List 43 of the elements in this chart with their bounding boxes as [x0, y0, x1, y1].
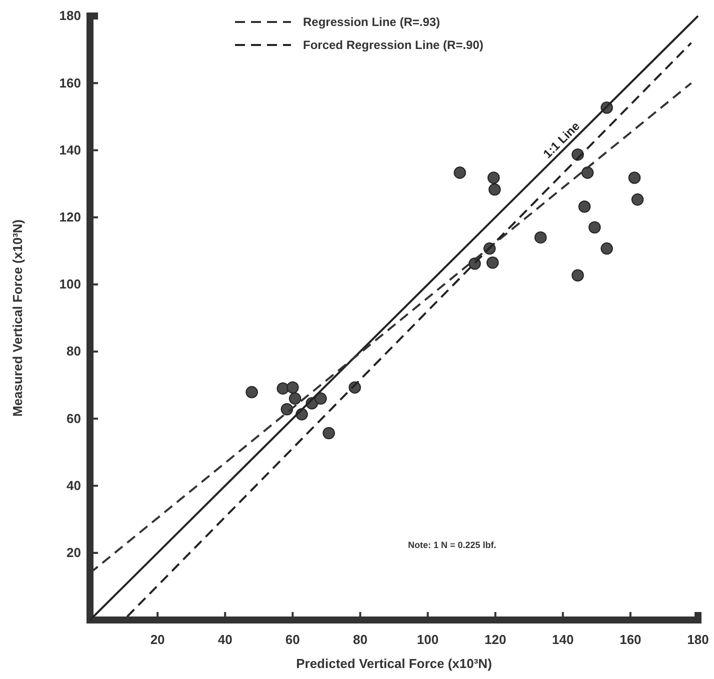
- point: [280, 403, 294, 416]
- y-tick-label: 40: [66, 478, 81, 493]
- text: 1:1 Line: [540, 118, 583, 161]
- point: [314, 392, 327, 405]
- point: [488, 172, 500, 184]
- x-tick-label: 140: [552, 632, 574, 647]
- point: [534, 231, 547, 244]
- x-axis-title: Predicted Vertical Force (x10³N): [296, 656, 492, 671]
- point: [628, 172, 641, 184]
- point: [486, 256, 499, 269]
- x-tick-label: 100: [416, 632, 439, 647]
- legend-label: Forced Regression Line (R=.90): [303, 38, 484, 52]
- y-tick-label: 20: [66, 545, 81, 560]
- point: [572, 269, 584, 282]
- point: [454, 166, 466, 179]
- point: [600, 242, 613, 255]
- point: [631, 193, 644, 206]
- y-tick-label: 120: [59, 209, 81, 224]
- y-tick-label: 60: [66, 410, 81, 426]
- x-tick-label: 120: [484, 632, 506, 647]
- point: [578, 200, 591, 213]
- y-tick-label: 80: [66, 344, 81, 359]
- x-tick-label: 180: [687, 632, 709, 647]
- x-tick-label: 20: [150, 632, 165, 647]
- point: [246, 386, 258, 398]
- legend-label: Regression Line (R=.93): [303, 15, 440, 29]
- x-tick-label: 40: [218, 632, 232, 647]
- point: [322, 426, 335, 440]
- y-tick-label: 160: [59, 75, 81, 90]
- point: [488, 183, 501, 196]
- y-tick-label: 140: [59, 142, 81, 158]
- point: [286, 381, 299, 394]
- y-axis-title: Measured Vertical Force (x10³N): [10, 219, 25, 417]
- x-tick-label: 160: [620, 632, 642, 647]
- y-tick-label: 180: [59, 8, 81, 24]
- point: [588, 221, 601, 234]
- x-tick-label: 60: [285, 632, 300, 647]
- x-tick-label: 80: [352, 632, 368, 647]
- point: [288, 392, 302, 405]
- point: [581, 166, 594, 179]
- point: [276, 382, 290, 395]
- annotation: Note: 1 N = 0.225 lbf.: [408, 540, 496, 550]
- y-tick-label: 100: [59, 276, 81, 292]
